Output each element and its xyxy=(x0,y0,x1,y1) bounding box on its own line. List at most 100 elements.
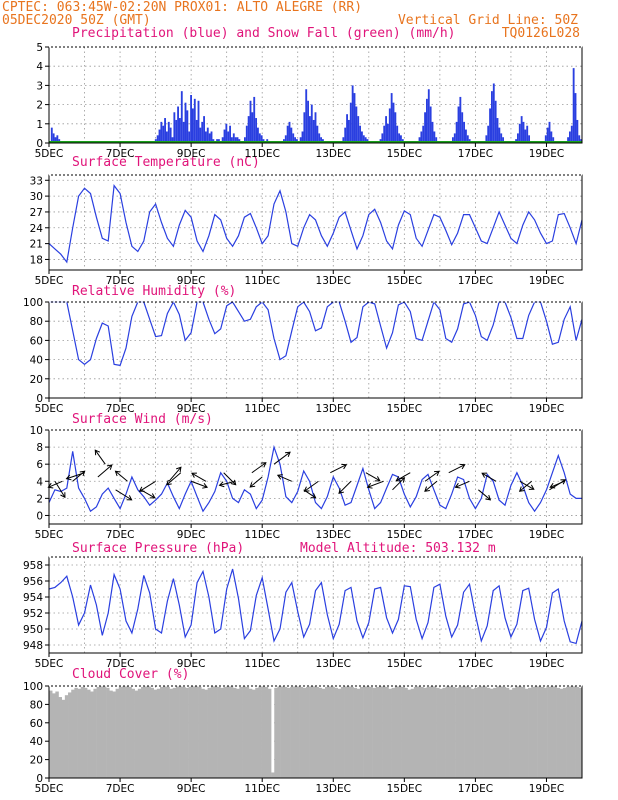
cloud-ytick-label: 20 xyxy=(30,755,43,767)
cloud-bar xyxy=(394,686,399,778)
cloud-bar xyxy=(499,686,503,778)
precip-bar xyxy=(548,121,551,143)
cloud-bar xyxy=(451,686,456,778)
humidity-xtick-label: 19DEC xyxy=(529,403,564,415)
wind-ytick-label: 4 xyxy=(36,476,43,488)
precip-bar xyxy=(234,137,237,143)
wind-arrow xyxy=(330,464,347,474)
cloud-bar xyxy=(64,695,69,778)
precip-bar xyxy=(169,127,172,143)
precip-bar xyxy=(418,137,421,143)
cloud-bar xyxy=(344,686,348,778)
pressure-frame xyxy=(48,556,583,654)
pressure-ytick-label: 958 xyxy=(23,560,43,572)
cloud-bar xyxy=(464,686,469,778)
cloud-bar xyxy=(201,688,205,778)
precip-bar xyxy=(301,131,304,143)
wind-arrow xyxy=(424,480,438,492)
wind-arrow-head xyxy=(138,486,145,492)
header-location: CPTEC: 063:45W-02:20N PROX01: ALTO ALEGR… xyxy=(2,0,362,15)
wind-panel: 0 2 4 6 8 10 5DEC 7DEC 9DEC 11DEC 13DEC 15DEC 17DEC 1… xyxy=(30,425,583,541)
cloud-bar xyxy=(49,690,53,778)
wind-arrow xyxy=(448,464,465,474)
precip-bar xyxy=(362,135,365,143)
cloud-bar xyxy=(302,687,307,778)
cloud-bar xyxy=(566,686,570,778)
precip-bar xyxy=(173,112,176,143)
wind-arrow xyxy=(191,472,207,482)
precip-bar xyxy=(299,137,302,143)
precip-bar xyxy=(201,121,204,143)
cloud-bar xyxy=(226,686,231,778)
precip-bar xyxy=(179,118,181,143)
cloud-bar xyxy=(569,686,573,778)
cloud-bar xyxy=(293,686,297,778)
precip-bar xyxy=(353,93,356,143)
cloud-bar xyxy=(233,687,237,778)
cloud-bar xyxy=(578,687,583,778)
cloud-bar xyxy=(347,686,351,778)
cloud-bar xyxy=(115,688,120,778)
humidity-panel-title: Relative Humidity (%) xyxy=(72,284,236,299)
cloud-bar xyxy=(213,686,218,778)
cloud-bar xyxy=(220,687,224,778)
temperature-xtick-label: 5DEC xyxy=(35,275,64,287)
precip-bar xyxy=(166,131,168,143)
temperature-xtick-label: 19DEC xyxy=(529,275,564,287)
cloud-bar xyxy=(553,686,557,778)
cloud-bar xyxy=(417,686,421,778)
cloud-ytick-label: 60 xyxy=(30,718,43,730)
wind-xtick-label: 9DEC xyxy=(177,529,206,541)
wind-arrow-head xyxy=(374,476,381,482)
cloud-bar xyxy=(264,686,269,778)
precip-bar xyxy=(526,125,529,143)
precip-bar xyxy=(349,102,352,143)
precip-bar xyxy=(245,125,248,143)
cloud-bar xyxy=(286,687,291,778)
cloud-bar xyxy=(80,686,85,778)
precip-bar xyxy=(396,125,399,143)
precip-bar xyxy=(253,96,256,143)
wind-xtick-label: 15DEC xyxy=(387,529,422,541)
precip-bar xyxy=(427,89,430,143)
cloud-bar xyxy=(483,686,488,778)
precip-bar xyxy=(175,119,178,143)
cloud-bar xyxy=(198,686,202,778)
precip-bar xyxy=(394,112,397,143)
wind-xtick-label: 11DEC xyxy=(244,529,279,541)
precip-bar xyxy=(232,133,235,143)
temperature-series-line xyxy=(48,184,583,264)
precip-bar xyxy=(517,133,519,143)
humidity-ytick-label: 80 xyxy=(30,316,43,328)
precip-xtick-label: 19DEC xyxy=(529,148,564,160)
cloud-bar xyxy=(521,686,526,778)
precip-bar xyxy=(206,127,209,143)
precip-bar xyxy=(251,112,254,143)
cloud-bar xyxy=(55,691,59,778)
precip-bar xyxy=(182,121,185,143)
cloud-bar xyxy=(528,687,532,778)
wind-arrow xyxy=(66,472,85,480)
precip-bar xyxy=(192,108,194,143)
precip-frame xyxy=(48,46,583,144)
cloud-bar xyxy=(156,688,161,778)
cloud-bar xyxy=(179,686,183,778)
cloud-bar xyxy=(109,690,113,778)
pressure-xtick-label: 9DEC xyxy=(177,658,206,670)
wind-ytick-label: 8 xyxy=(36,442,43,454)
cloud-bar xyxy=(217,686,221,778)
cloud-bar xyxy=(194,686,199,778)
cloud-bar xyxy=(147,686,151,778)
cloud-bar xyxy=(175,686,180,778)
precip-bar xyxy=(387,123,389,143)
wind-arrow-head xyxy=(285,451,291,458)
pressure-ytick-label: 950 xyxy=(23,624,43,636)
wind-arrow-head xyxy=(485,494,492,501)
cloud-xtick-label: 17DEC xyxy=(458,783,493,795)
header-datetime: 05DEC2020 50Z (GMT) xyxy=(2,13,151,28)
cloud-xtick-label: 11DEC xyxy=(244,783,279,795)
pressure-ytick-label: 956 xyxy=(23,576,43,588)
cloud-bar xyxy=(137,688,142,778)
cloud-bar xyxy=(248,688,253,778)
wind-ytick-label: 2 xyxy=(36,493,43,505)
